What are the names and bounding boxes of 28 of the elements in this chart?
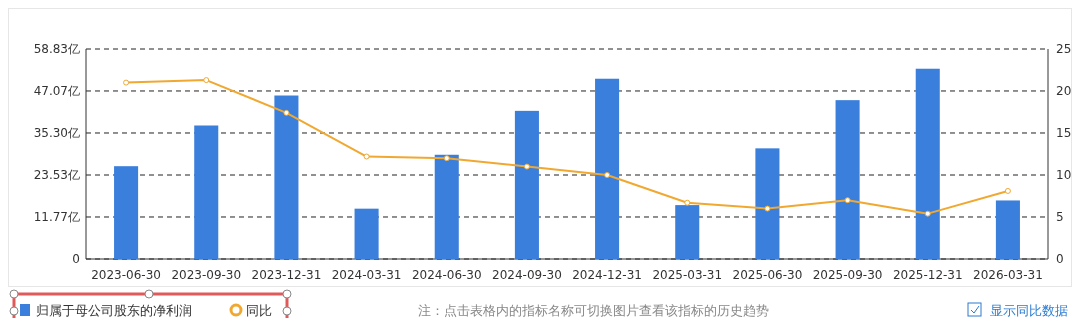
- x-tick-label: 2024-09-30: [492, 268, 562, 282]
- text: 注：点击表格内的指标名称可切换图片查看该指标的历史趋势: [417, 302, 769, 318]
- y2-tick-label: 5: [1056, 210, 1064, 225]
- x-tick-label: 2024-12-31: [572, 268, 642, 282]
- x-tick-label: 2025-12-31: [892, 268, 963, 282]
- y2-tick-label: 0: [1056, 252, 1064, 267]
- legend-label: 同比: [246, 302, 272, 318]
- y2-tick-label: 15: [1056, 126, 1072, 141]
- x-tick-label: 2026-03-31: [973, 268, 1043, 282]
- text: 显示同比数据: [990, 302, 1068, 318]
- x-tick-label: 2024-06-30: [411, 268, 482, 282]
- legend-label: 归属于母公司股东的净利润: [36, 302, 192, 318]
- y2-tick-label: 25: [1056, 42, 1072, 57]
- x-tick-label: 2023-06-30: [91, 268, 161, 282]
- x-tick-label: 2023-12-31: [251, 268, 322, 282]
- y2-tick-label: 20: [1056, 84, 1072, 99]
- x-tick-label: 2024-03-31: [331, 268, 402, 282]
- x-tick-label: 2025-09-30: [812, 268, 883, 282]
- y-tick-label: 0: [72, 252, 80, 267]
- y2-tick-label: 10: [1056, 168, 1072, 183]
- x-tick-label: 2025-06-30: [732, 268, 803, 282]
- y-tick-label: 23.53亿: [33, 168, 80, 183]
- x-tick-label: 2025-03-31: [652, 268, 723, 282]
- y-tick-label: 58.83亿: [33, 42, 80, 57]
- y-tick-label: 11.77亿: [33, 210, 80, 225]
- y-tick-label: 35.30亿: [33, 126, 80, 141]
- x-tick-label: 2023-09-30: [171, 268, 242, 282]
- y-tick-label: 47.07亿: [33, 84, 80, 99]
